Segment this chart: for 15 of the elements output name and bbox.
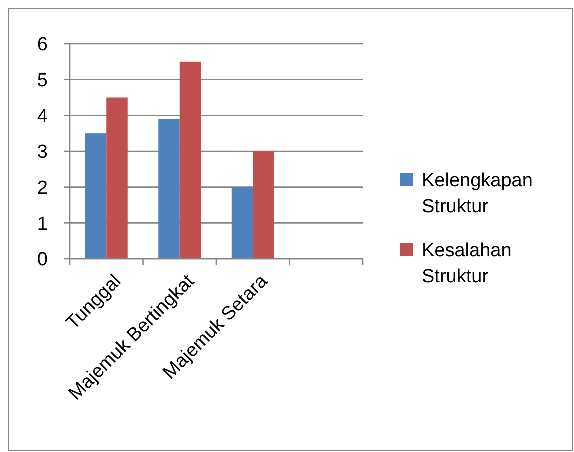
bar	[180, 62, 202, 259]
y-tick-label: 0	[37, 250, 48, 271]
y-tick-label: 6	[37, 34, 48, 56]
bar	[232, 187, 254, 259]
legend-label: Kelengkapan Struktur	[422, 170, 533, 218]
y-tick-label: 3	[37, 142, 48, 164]
bar	[106, 98, 128, 259]
y-tick-label: 4	[37, 106, 48, 128]
bar	[253, 152, 274, 259]
legend-label: Kesalahan Struktur	[422, 240, 512, 288]
y-tick-label: 2	[37, 178, 48, 199]
bar	[158, 119, 180, 259]
bar	[85, 134, 107, 259]
y-tick-label: 1	[37, 214, 48, 235]
y-tick-label: 5	[37, 70, 48, 92]
